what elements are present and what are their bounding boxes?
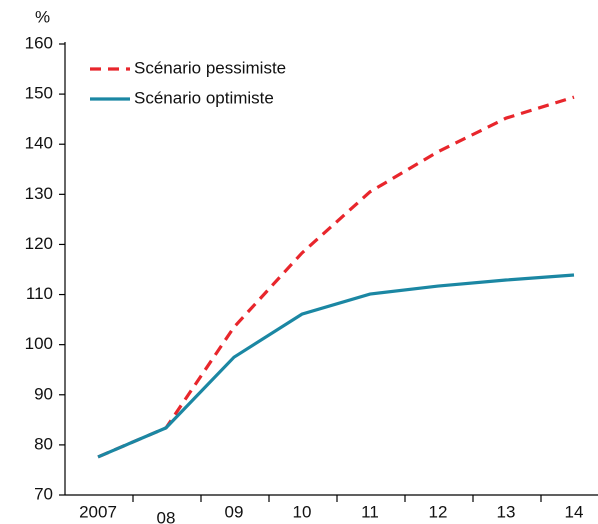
- legend-label: Scénario pessimiste: [134, 58, 286, 77]
- y-tick-label: 90: [34, 384, 53, 403]
- y-tick-label: 160: [25, 33, 53, 52]
- y-axis-label: %: [35, 7, 50, 26]
- y-tick-label: 100: [25, 334, 53, 353]
- y-tick-label: 70: [34, 484, 53, 503]
- x-tick-label: 08: [157, 508, 176, 524]
- x-tick-label: 13: [497, 502, 516, 521]
- x-tick-label: 09: [225, 502, 244, 521]
- y-tick-label: 110: [26, 284, 53, 303]
- series-line: [97, 273, 575, 459]
- x-tick-label: 11: [361, 502, 379, 521]
- y-tick-label: 150: [25, 84, 53, 103]
- x-tick-label: 10: [293, 502, 312, 521]
- x-tick-label: 12: [429, 502, 448, 521]
- y-tick-label: 80: [34, 434, 53, 453]
- series-line: [97, 95, 575, 459]
- y-tick-label: 120: [25, 234, 53, 253]
- y-tick-label: 130: [25, 184, 53, 203]
- legend-label: Scénario optimiste: [134, 88, 274, 107]
- x-tick-label: 2007: [79, 502, 117, 521]
- y-tick-label: 140: [25, 134, 53, 153]
- x-tick-label: 14: [565, 502, 584, 521]
